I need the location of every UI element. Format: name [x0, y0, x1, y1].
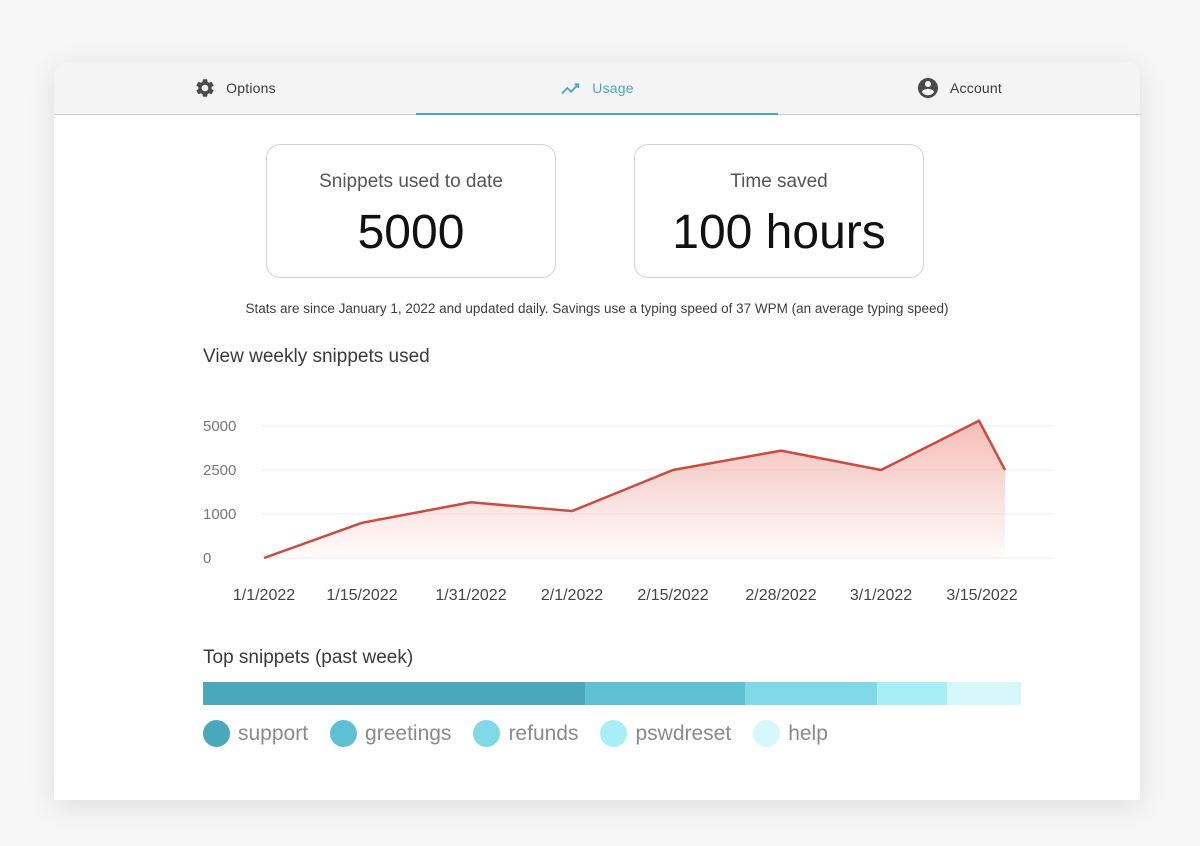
legend-item-pswdreset: pswdreset — [600, 720, 731, 747]
area-fill — [264, 420, 1005, 558]
legend-label: support — [238, 721, 309, 745]
tab-account[interactable]: Account — [778, 62, 1140, 114]
tab-usage[interactable]: Usage — [416, 62, 778, 115]
bar-segment-help — [947, 682, 1021, 705]
bar-segment-support — [203, 682, 585, 705]
legend-swatch — [330, 720, 358, 747]
tab-options[interactable]: Options — [54, 62, 416, 114]
legend-swatch — [473, 720, 501, 747]
chart-title: View weekly snippets used — [203, 346, 430, 367]
x-tick-label: 2/28/2022 — [745, 587, 816, 604]
legend-label: pswdreset — [635, 721, 732, 745]
y-tick-label: 2500 — [203, 462, 236, 479]
top-snippets-title: Top snippets (past week) — [203, 647, 414, 668]
bar-segment-refunds — [745, 682, 877, 705]
time-saved-card: Time saved 100 hours — [634, 144, 924, 278]
x-tick-label: 1/31/2022 — [435, 587, 506, 604]
legend-label: greetings — [365, 721, 452, 745]
gear-icon — [194, 77, 216, 99]
snippets-used-label: Snippets used to date — [319, 171, 503, 192]
x-tick-label: 1/1/2022 — [233, 587, 295, 604]
bar-segment-greetings — [585, 682, 746, 705]
snippets-used-value: 5000 — [357, 206, 465, 259]
y-tick-label: 0 — [203, 550, 211, 567]
tab-usage-label: Usage — [592, 80, 634, 96]
legend-item-refunds: refunds — [473, 720, 578, 747]
legend-item-help: help — [753, 720, 828, 747]
account-circle-icon — [916, 76, 940, 100]
legend-swatch — [203, 720, 230, 747]
top-snippets-legend: support greetings refunds pswdreset help — [203, 720, 850, 747]
top-snippets-bar — [203, 682, 1021, 705]
legend-swatch — [753, 720, 781, 747]
tab-bar: Options Usage Account — [54, 62, 1140, 115]
trending-line-icon — [560, 77, 582, 99]
tab-account-label: Account — [950, 80, 1002, 96]
y-tick-label: 1000 — [203, 506, 236, 523]
snippets-used-card: Snippets used to date 5000 — [266, 144, 556, 278]
legend-swatch — [600, 720, 628, 747]
legend-item-greetings: greetings — [330, 720, 451, 747]
stats-note: Stats are since January 1, 2022 and upda… — [245, 301, 949, 316]
x-tick-label: 3/1/2022 — [850, 587, 912, 604]
weekly-snippets-chart: 0 1000 2500 5000 1/1/2022 1/15/2022 1/31/2022 2… — [203, 418, 1054, 604]
app-window: Options Usage Account Snippets used to d… — [54, 62, 1140, 800]
x-tick-label: 2/15/2022 — [637, 587, 708, 604]
legend-item-support: support — [203, 720, 308, 747]
time-saved-label: Time saved — [730, 171, 828, 192]
x-tick-label: 2/1/2022 — [541, 587, 603, 604]
time-saved-value: 100 hours — [672, 206, 886, 259]
legend-label: refunds — [508, 721, 579, 745]
y-tick-label: 5000 — [203, 418, 236, 435]
x-tick-label: 1/15/2022 — [326, 587, 397, 604]
bar-segment-pswdreset — [877, 682, 948, 705]
x-tick-label: 3/15/2022 — [946, 587, 1017, 604]
tab-options-label: Options — [226, 80, 276, 96]
legend-label: help — [788, 721, 828, 745]
